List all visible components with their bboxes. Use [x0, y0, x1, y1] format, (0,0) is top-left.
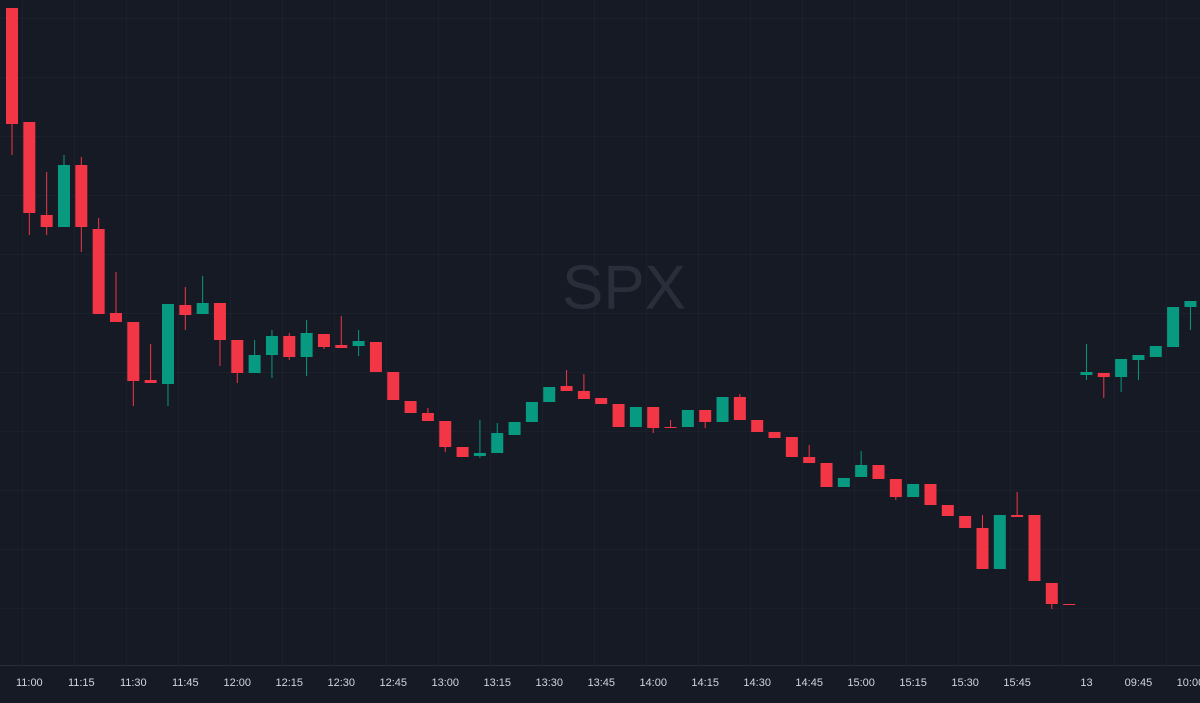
x-tick-label: 15:45 — [1003, 677, 1031, 689]
candle-body — [75, 165, 88, 227]
candle-body — [1132, 355, 1145, 360]
candle-body — [924, 484, 937, 505]
candle-body — [439, 421, 452, 447]
candle-body — [1167, 307, 1180, 347]
candle-body — [508, 422, 521, 435]
candle-body — [352, 341, 365, 346]
x-tick-label: 14:15 — [691, 677, 719, 689]
x-tick-label: 15:00 — [847, 677, 875, 689]
candle-body — [889, 479, 902, 497]
candle-body — [629, 407, 642, 427]
candle-body — [768, 432, 781, 438]
x-tick-label: 12:45 — [379, 677, 407, 689]
candle-body — [577, 391, 590, 399]
x-tick-label: 13:15 — [483, 677, 511, 689]
candle-body — [265, 336, 278, 355]
candle-body — [40, 215, 53, 227]
candle-body — [317, 334, 330, 347]
x-tick-label: 13 — [1080, 677, 1092, 689]
x-tick-label: 13:30 — [535, 677, 563, 689]
x-tick-label: 14:30 — [743, 677, 771, 689]
candle-body — [404, 401, 417, 413]
candle-body — [907, 484, 920, 497]
candle-body — [1045, 583, 1058, 604]
candle-body — [1011, 515, 1024, 517]
candle-body — [1028, 515, 1041, 581]
candle-body — [941, 505, 954, 516]
candle-body — [196, 303, 209, 314]
candle-body — [1063, 604, 1076, 605]
candle-body — [959, 516, 972, 528]
x-tick-label: 12:30 — [328, 677, 356, 689]
candle-body — [664, 427, 677, 428]
candle-body — [369, 342, 382, 372]
candle-body — [387, 372, 400, 400]
x-tick-label: 11:30 — [120, 677, 147, 689]
candle-body — [421, 413, 434, 421]
candle-body — [612, 404, 625, 427]
x-tick-label: 12:00 — [224, 677, 252, 689]
x-tick-label: 10:00 — [1177, 677, 1200, 689]
candle-body — [161, 304, 174, 384]
candle-body — [248, 355, 261, 373]
candle-body — [699, 410, 712, 422]
x-tick-label: 13:00 — [431, 677, 459, 689]
candle-body — [716, 397, 729, 422]
candle-body — [820, 463, 833, 487]
candle-body — [1149, 346, 1162, 357]
candle-body — [751, 420, 764, 432]
x-tick-label: 12:15 — [276, 677, 304, 689]
candle-body — [92, 229, 105, 314]
candle-body — [872, 465, 885, 479]
candle-body — [785, 437, 798, 457]
candle-body — [473, 453, 486, 456]
candle-body — [491, 433, 504, 453]
candle-body — [57, 165, 70, 227]
candle-body — [595, 398, 608, 404]
candle-body — [179, 305, 192, 315]
candle-body — [855, 465, 868, 477]
x-tick-label: 11:45 — [172, 677, 199, 689]
candle-body — [647, 407, 660, 428]
x-tick-label: 14:00 — [639, 677, 667, 689]
candle-body — [127, 322, 140, 381]
candle-body — [993, 515, 1006, 569]
candle-body — [456, 447, 469, 457]
candle-body — [1080, 372, 1093, 375]
grid — [0, 0, 1200, 665]
candle-body — [6, 8, 18, 124]
candle-body — [335, 345, 348, 348]
x-tick-label: 14:45 — [795, 677, 823, 689]
candle-body — [733, 397, 746, 420]
x-tick-label: 11:15 — [68, 677, 95, 689]
candle-body — [1097, 373, 1110, 377]
candle-body — [231, 340, 244, 373]
x-tick-label: 15:30 — [951, 677, 979, 689]
candle-body — [543, 387, 556, 402]
candle-body — [681, 410, 694, 427]
candle-body — [300, 333, 313, 357]
candle-body — [803, 457, 816, 463]
candle-body — [1184, 301, 1197, 307]
watermark: SPX — [562, 253, 686, 322]
x-tick-label: 15:15 — [899, 677, 927, 689]
candle-body — [525, 402, 538, 422]
x-tick-label: 13:45 — [587, 677, 615, 689]
x-tick-label: 09:45 — [1125, 677, 1153, 689]
candle-body — [144, 380, 157, 383]
candle-body — [837, 478, 850, 487]
candle-body — [560, 386, 573, 391]
candle-body — [109, 313, 122, 322]
candle-body — [213, 303, 226, 340]
candle-body — [283, 336, 296, 357]
candle-body — [1115, 359, 1128, 377]
candle-body — [23, 122, 36, 213]
x-tick-label: 11:00 — [16, 677, 43, 689]
candle-body — [976, 528, 989, 569]
